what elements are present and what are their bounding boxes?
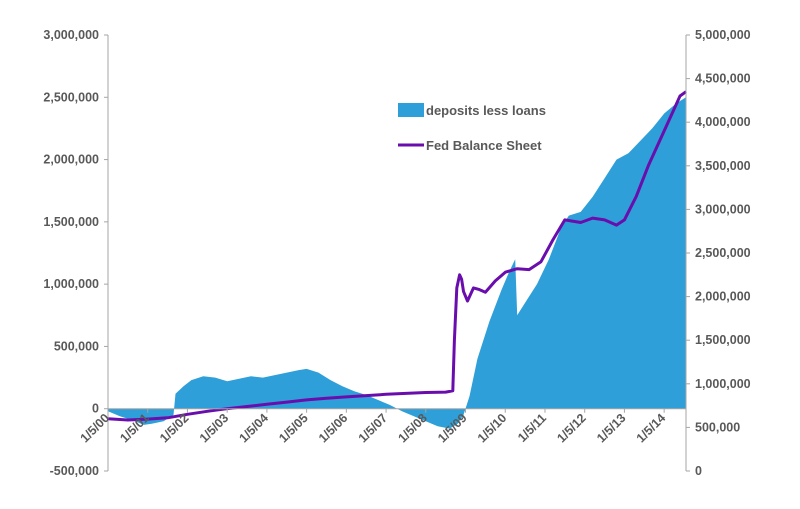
y-right-tick-label: 4,000,000 bbox=[695, 115, 751, 129]
x-tick-label: 1/5/04 bbox=[237, 411, 272, 446]
series-fed-balance-sheet-line bbox=[107, 90, 687, 422]
x-tick-label: 1/5/07 bbox=[356, 411, 391, 446]
x-tick-label: 1/5/13 bbox=[594, 411, 629, 446]
y-right-tick-label: 500,000 bbox=[695, 420, 740, 434]
x-tick-label: 1/5/11 bbox=[515, 411, 549, 445]
legend-label-fed: Fed Balance Sheet bbox=[426, 138, 542, 153]
legend-swatch-deposits bbox=[398, 103, 424, 117]
x-tick-label: 1/5/03 bbox=[197, 411, 232, 446]
x-tick-label: 1/5/10 bbox=[475, 411, 510, 446]
x-tick-label: 1/5/05 bbox=[276, 411, 311, 446]
legend-label-deposits: deposits less loans bbox=[426, 103, 546, 118]
y-right-tick-label: 2,500,000 bbox=[695, 246, 751, 260]
y-right-tick-label: 2,000,000 bbox=[695, 290, 751, 304]
y-right-tick-label: 1,000,000 bbox=[695, 377, 751, 391]
x-tick-label: 1/5/12 bbox=[554, 411, 589, 446]
y-left-tick-label: 1,500,000 bbox=[43, 215, 99, 229]
series-deposits-less-loans-area bbox=[108, 97, 686, 429]
legend: deposits less loans Fed Balance Sheet bbox=[398, 103, 546, 153]
plot-area bbox=[107, 90, 687, 429]
y-left-tick-label: -500,000 bbox=[50, 464, 99, 478]
x-tick-label: 1/5/08 bbox=[395, 411, 430, 446]
y-left-tick-label: 500,000 bbox=[54, 339, 99, 353]
x-tick-label: 1/5/00 bbox=[78, 411, 113, 446]
y-right-tick-label: 3,000,000 bbox=[695, 202, 751, 216]
y-left-tick-label: 3,000,000 bbox=[43, 28, 99, 42]
y-left-tick-label: 2,000,000 bbox=[43, 153, 99, 167]
y-left-tick-label: 1,000,000 bbox=[43, 277, 99, 291]
y-right-tick-label: 4,500,000 bbox=[695, 72, 751, 86]
y-right-tick-label: 5,000,000 bbox=[695, 28, 751, 42]
y-left-tick-label: 0 bbox=[92, 402, 99, 416]
y-right-tick-label: 1,500,000 bbox=[695, 333, 751, 347]
y-right-tick-label: 3,500,000 bbox=[695, 159, 751, 173]
x-tick-label: 1/5/14 bbox=[634, 411, 669, 446]
x-tick-label: 1/5/06 bbox=[316, 411, 351, 446]
y-left-tick-label: 2,500,000 bbox=[43, 90, 99, 104]
y-right-tick-label: 0 bbox=[695, 464, 702, 478]
